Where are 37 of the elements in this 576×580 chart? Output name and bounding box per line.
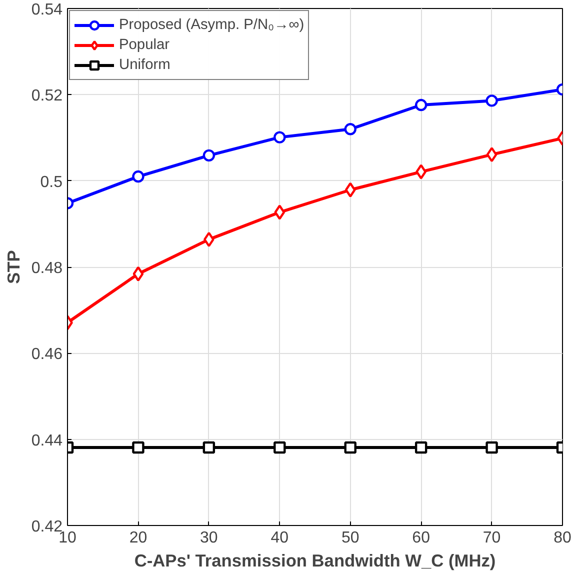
- x-tick-label: 60: [412, 530, 430, 546]
- point: [414, 98, 428, 112]
- x-tick-label: 70: [482, 530, 501, 546]
- y-axis-title: STP: [3, 250, 24, 284]
- legend-label: Uniform: [119, 57, 170, 73]
- x-tick-label: 20: [129, 530, 148, 546]
- x-tick-label: 40: [270, 530, 289, 546]
- x-tick-label: 80: [554, 530, 572, 546]
- point: [274, 131, 286, 144]
- legend-label: Proposed (Asymp. P/N₀→∞): [119, 17, 304, 33]
- x-tick-label: 10: [58, 530, 76, 546]
- point: [274, 204, 286, 220]
- y-tick-label: 0.48: [31, 260, 63, 277]
- point: [202, 149, 216, 162]
- x-tick-label: 30: [200, 530, 218, 546]
- point: [344, 123, 356, 136]
- point: [132, 266, 144, 282]
- x-tick-label: 50: [341, 530, 360, 546]
- y-tick-label: 0.44: [31, 432, 63, 450]
- y-tick-label: 0.54: [31, 2, 63, 18]
- legend-label: Popular: [119, 37, 170, 53]
- point: [416, 164, 427, 180]
- point: [344, 182, 356, 198]
- y-tick-label: 0.46: [31, 346, 63, 364]
- point: [486, 94, 498, 107]
- x-axis-title: C-APs' Transmission Bandwidth W_C (MHz): [134, 550, 496, 570]
- point: [344, 441, 356, 454]
- point: [414, 441, 428, 454]
- point: [202, 441, 216, 454]
- point: [132, 441, 144, 454]
- point: [274, 441, 286, 454]
- point: [203, 232, 214, 248]
- point: [486, 441, 498, 454]
- y-tick-label: 0.5: [40, 174, 63, 191]
- point: [486, 146, 498, 162]
- y-tick-label: 0.52: [31, 88, 63, 105]
- point: [132, 170, 144, 183]
